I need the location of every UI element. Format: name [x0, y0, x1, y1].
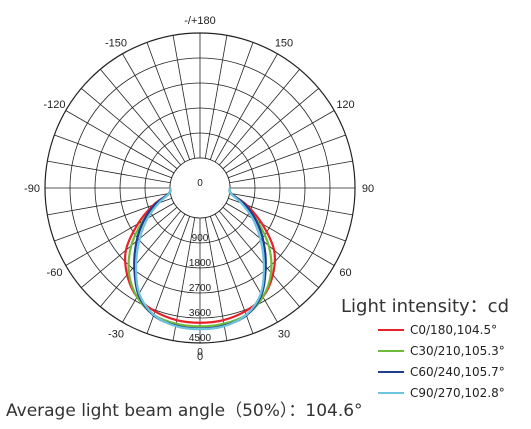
legend-entry-3: C90/270,102.8° — [410, 386, 505, 400]
grid-spoke — [225, 110, 335, 174]
grid-spoke — [225, 202, 335, 266]
grid-spoke — [100, 210, 182, 307]
grid-ring — [44, 32, 356, 344]
grid-spoke — [65, 202, 175, 266]
grid-spoke — [47, 192, 171, 216]
average-beam-angle: Average light beam angle（50%）：104.6° — [6, 401, 363, 421]
grid-spoke — [222, 88, 319, 170]
intensity-curves — [123, 187, 277, 331]
radial-label: 4500 — [189, 333, 212, 344]
legend-entry-2: C60/240,105.7° — [410, 365, 505, 379]
angle-label: -150 — [105, 38, 127, 50]
grid-spoke — [81, 88, 178, 170]
series-curve-0 — [123, 187, 277, 324]
grid-spoke — [229, 192, 353, 216]
legend-entry-0: C0/180,104.5° — [410, 323, 497, 337]
grid-spoke — [228, 134, 346, 179]
angle-label-zero: 0 — [197, 347, 203, 358]
radial-label: 1800 — [189, 258, 212, 269]
grid-spoke — [229, 160, 353, 184]
legend-title: Light intensity：cd — [341, 296, 509, 317]
grid-spoke — [204, 35, 228, 159]
grid-spoke — [54, 134, 172, 179]
angle-label: 60 — [339, 267, 351, 279]
grid-ring — [144, 132, 256, 244]
radial-label: 2700 — [189, 283, 212, 294]
grid-spoke — [222, 206, 319, 288]
grid-spoke — [218, 69, 300, 166]
grid-spoke — [172, 35, 196, 159]
radial-label: 0 — [197, 178, 203, 189]
grid-spoke — [214, 213, 278, 323]
angle-label: -120 — [43, 99, 65, 111]
angle-labels: -/+180 150 120 90 60 30 0 -30 -60 -90 -120 -150 — [24, 15, 374, 363]
grid-spoke — [122, 53, 186, 163]
grid-spoke — [65, 110, 175, 174]
angle-label: 150 — [275, 38, 293, 50]
grid-ring — [69, 57, 331, 319]
angle-label: -30 — [108, 328, 124, 340]
angle-label: 0 — [197, 351, 203, 363]
grid-spoke — [47, 160, 171, 184]
angle-label: -/+180 — [184, 15, 216, 27]
grid-spoke — [146, 42, 191, 160]
series-curve-3 — [134, 187, 266, 331]
angle-label: 30 — [278, 328, 290, 340]
radial-label: 3600 — [189, 308, 212, 319]
grid-ring — [94, 82, 306, 294]
grid-spoke — [122, 213, 186, 323]
grid-spoke — [218, 210, 300, 307]
grid-spoke — [81, 206, 178, 288]
angle-label: -60 — [47, 267, 63, 279]
grid-spoke — [214, 53, 278, 163]
legend-entry-1: C30/210,105.3° — [410, 344, 505, 358]
angle-label: 120 — [336, 99, 354, 111]
grid-spoke — [209, 42, 254, 160]
grid-spoke — [100, 69, 182, 166]
angle-label: 90 — [362, 183, 374, 195]
radial-labels: 0 900 1800 2700 3600 4500 0 — [189, 178, 212, 358]
legend: C0/180,104.5° C30/210,105.3° C60/240,105.7… — [378, 323, 505, 400]
radial-label: 900 — [192, 233, 209, 244]
grid-ring — [119, 107, 281, 269]
angle-label: -90 — [24, 183, 40, 195]
polar-grid — [44, 32, 356, 344]
